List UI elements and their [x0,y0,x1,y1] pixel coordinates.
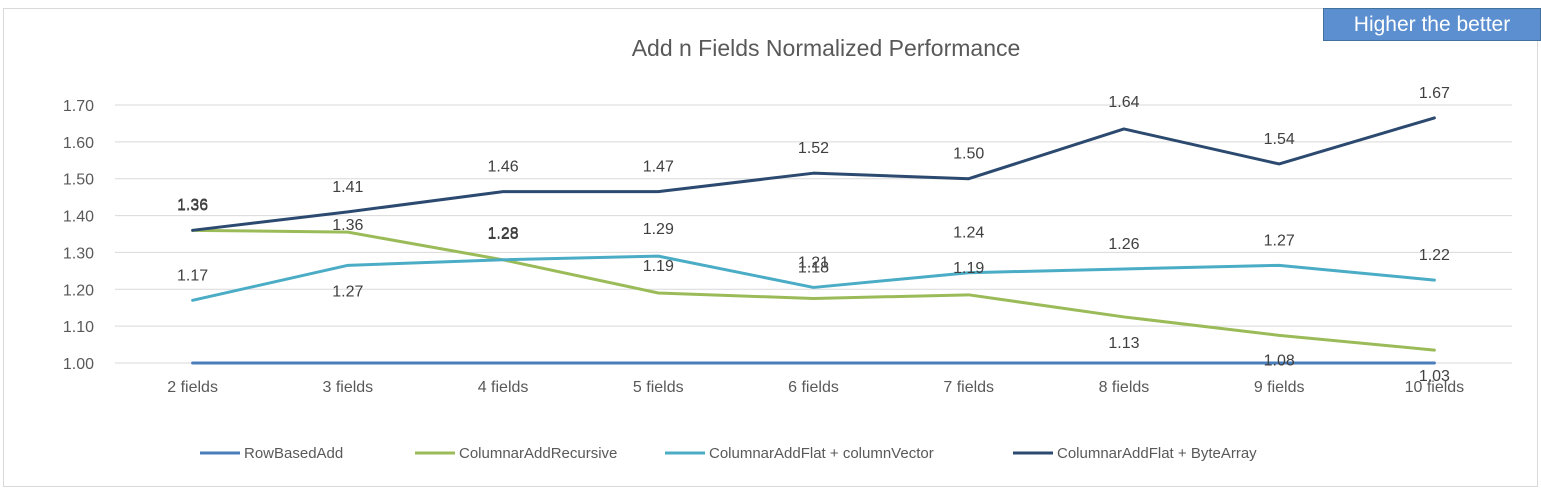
data-label: 1.50 [953,146,984,163]
x-tick-label: 6 fields [788,379,839,396]
x-tick-label: 10 fields [1405,379,1465,396]
y-tick-label: 1.60 [63,135,94,152]
legend-item: ColumnarAddFlat + ByteArray [1013,445,1257,462]
data-label: 1.26 [1108,236,1139,253]
x-tick-label: 8 fields [1099,379,1150,396]
y-tick-label: 1.40 [63,209,94,226]
series-line-1 [191,228,1436,352]
legend: RowBasedAdd ColumnarAddRecursive ColumnarA… [200,445,1257,462]
x-tick-label: 9 fields [1254,379,1305,396]
legend-item: ColumnarAddRecursive [415,445,617,462]
data-label: 1.54 [1264,131,1295,148]
series-line-2 [191,254,1436,302]
y-tick-label: 1.00 [63,356,94,373]
data-label: 1.47 [643,159,674,176]
data-label: 1.27 [1264,232,1295,249]
data-label: 1.52 [798,140,829,157]
data-label: 1.46 [487,159,518,176]
data-labels: 1.36 1.36 1.28 1.19 1.18 1.19 1.13 1.08 1.03 1.17… [177,85,1450,385]
x-tick-label: 5 fields [633,379,684,396]
data-label: 1.36 [332,217,363,234]
x-axis-ticks: 2 fields 3 fields 4 fields 5 fields 6 fields… [167,379,1464,396]
data-label: 1.27 [332,283,363,300]
chart-frame [3,8,1538,487]
x-tick-label: 4 fields [478,379,529,396]
data-label: 1.22 [1419,247,1450,264]
data-label: 1.24 [953,225,984,242]
data-label: 1.19 [643,258,674,275]
y-tick-label: 1.10 [63,319,94,336]
data-label: 1.28 [487,226,518,243]
data-label: 1.03 [1419,368,1450,385]
higher-the-better-badge: Higher the better [1323,8,1541,41]
data-label: 1.28 [487,225,518,242]
data-label: 1.19 [953,260,984,277]
legend-label: ColumnarAddRecursive [459,445,617,462]
data-label: 1.29 [643,221,674,238]
y-tick-label: 1.70 [63,98,94,115]
legend-item: RowBasedAdd [200,445,343,462]
data-label: 1.17 [177,267,208,284]
x-tick-label: 3 fields [322,379,373,396]
data-label: 1.18 [798,260,829,277]
y-tick-label: 1.50 [63,172,94,189]
y-axis-ticks: 1.00 1.10 1.20 1.30 1.40 1.50 1.60 1.70 [63,98,94,373]
x-tick-label: 2 fields [167,379,218,396]
legend-label: ColumnarAddFlat + ByteArray [1057,445,1257,462]
chart-title: Add n Fields Normalized Performance [632,35,1021,61]
data-label: 1.41 [332,179,363,196]
data-label: 1.64 [1108,94,1139,111]
y-tick-label: 1.20 [63,282,94,299]
data-label: 1.67 [1419,85,1450,102]
data-label: 1.36 [177,196,208,213]
legend-label: RowBasedAdd [244,445,343,462]
data-label: 1.36 [177,197,208,214]
data-label: 1.08 [1264,352,1295,369]
series-lines [191,116,1436,365]
data-label: 1.21 [798,254,829,271]
data-label: 1.13 [1108,335,1139,352]
legend-label: ColumnarAddFlat + columnVector [709,445,934,462]
x-tick-label: 7 fields [943,379,994,396]
y-tick-label: 1.30 [63,245,94,262]
legend-item: ColumnarAddFlat + columnVector [665,445,934,462]
series-line-3 [191,116,1436,232]
